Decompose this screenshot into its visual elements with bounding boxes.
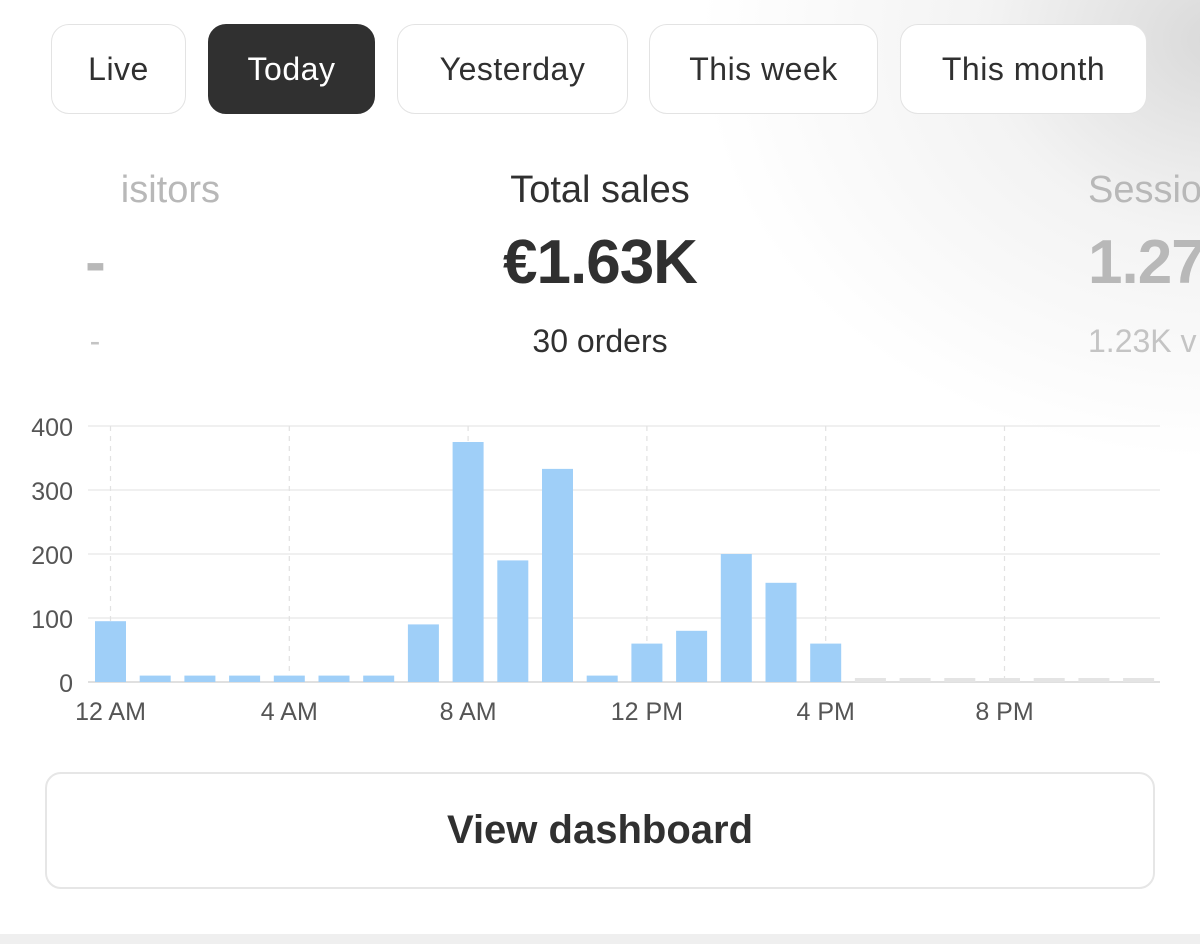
metric-total-sales[interactable]: Total sales €1.63K 30 orders	[450, 168, 750, 360]
bar-placeholder	[854, 678, 886, 682]
tab-yesterday[interactable]: Yesterday	[397, 24, 628, 114]
tab-today[interactable]: Today	[208, 24, 375, 114]
bar	[765, 582, 797, 682]
bar	[95, 621, 126, 682]
tab-this-week[interactable]: This week	[649, 24, 878, 114]
bar	[407, 624, 439, 682]
bar	[631, 643, 663, 682]
metric-sessions-value: 1.27	[1088, 228, 1200, 297]
tab-this-month[interactable]: This month	[900, 24, 1147, 114]
y-tick-label: 100	[31, 606, 73, 634]
bar	[810, 643, 842, 682]
bar	[542, 468, 573, 682]
x-tick-label: 4 PM	[797, 698, 855, 726]
bar	[586, 675, 618, 682]
x-tick-label: 12 AM	[75, 698, 146, 726]
metric-sessions-label: Sessio	[1088, 169, 1200, 211]
bar	[452, 442, 484, 682]
metric-total-sales-sub: 30 orders	[532, 323, 668, 359]
metric-sessions[interactable]: Sessio 1.27 1.23K v	[1088, 168, 1200, 360]
bar-placeholder	[989, 678, 1020, 682]
x-tick-label: 12 PM	[611, 698, 683, 726]
sales-bar-chart: 0 100 200 300 400 12 AM 4 AM 8 AM 12 PM 4 PM 8 PM	[31, 414, 1160, 726]
bar-placeholder	[1033, 678, 1065, 682]
bar	[497, 560, 529, 682]
bar	[139, 675, 171, 682]
metric-total-sales-label: Total sales	[510, 169, 690, 211]
y-tick-label: 300	[31, 478, 73, 506]
bar-placeholder	[899, 678, 931, 682]
y-tick-label: 400	[31, 414, 73, 442]
metric-total-sales-value: €1.63K	[503, 228, 698, 297]
metric-visitors-label: isitors	[120, 169, 220, 211]
y-tick-label: 200	[31, 542, 73, 570]
bar-placeholder	[1123, 678, 1155, 682]
x-tick-label: 8 PM	[975, 698, 1033, 726]
x-tick-label: 4 AM	[261, 698, 318, 726]
tab-live[interactable]: Live	[51, 24, 186, 114]
bottom-divider	[0, 934, 1200, 944]
view-dashboard-button[interactable]: View dashboard	[45, 772, 1155, 889]
bar	[184, 675, 216, 682]
bar	[229, 675, 261, 682]
metric-sessions-sub: 1.23K v	[1088, 323, 1197, 359]
metric-visitors[interactable]: isitors - -	[0, 168, 220, 360]
metric-visitors-value: -	[85, 228, 106, 297]
sales-chart[interactable]: 0 100 200 300 400 12 AM 4 AM 8 AM 12 PM 4 PM 8 PM	[0, 400, 1200, 740]
bar	[318, 675, 350, 682]
bar	[720, 554, 752, 682]
bar-placeholder	[944, 678, 976, 682]
metric-visitors-sub: -	[89, 323, 101, 359]
bar	[363, 675, 395, 682]
bar	[273, 675, 305, 682]
y-tick-label: 0	[59, 670, 73, 698]
bar	[676, 630, 708, 682]
bar-placeholder	[1078, 678, 1110, 682]
x-tick-label: 8 AM	[440, 698, 497, 726]
